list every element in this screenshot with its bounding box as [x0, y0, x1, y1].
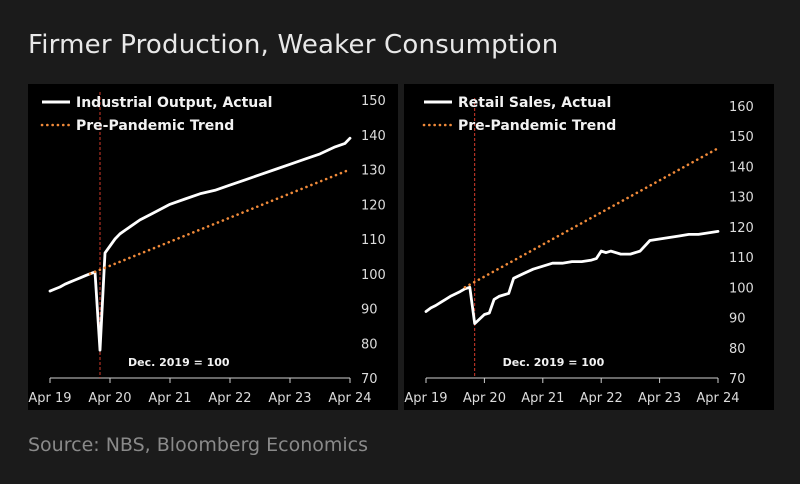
x-tick-label: Apr 22 — [208, 391, 251, 406]
legend-label-retail-sales-actual: Retail Sales, Actual — [458, 95, 611, 111]
x-tick-label: Apr 23 — [638, 391, 681, 406]
y-tick-label: 140 — [729, 160, 754, 175]
x-tick-label: Apr 20 — [463, 391, 506, 406]
y-tick-label: 90 — [361, 303, 378, 318]
chart-title: Firmer Production, Weaker Consumption — [28, 30, 559, 60]
baseline-annotation: Dec. 2019 = 100 — [128, 356, 230, 369]
series-line-industrial-output-actual — [48, 136, 352, 352]
y-tick-label: 150 — [361, 94, 386, 109]
y-tick-label: 160 — [729, 100, 754, 115]
x-tick-label: Apr 19 — [28, 391, 71, 406]
x-tick-label: Apr 24 — [328, 391, 371, 406]
legend-label-pre-pandemic-trend: Pre-Pandemic Trend — [76, 118, 234, 134]
industrial-output-panel: Apr 19 Apr 20 Apr 21 Apr 22 Apr 23 Apr 24 70 80… — [28, 84, 398, 410]
legend-label-pre-pandemic-trend: Pre-Pandemic Trend — [458, 118, 616, 134]
retail-sales-panel: Apr 19 Apr 20 Apr 21 Apr 22 Apr 23 Apr 24 70 80… — [404, 84, 774, 410]
y-tick-label: 130 — [361, 164, 386, 179]
legend-label-industrial-output-actual: Industrial Output, Actual — [76, 95, 273, 111]
y-tick-label: 80 — [361, 337, 378, 352]
x-tick-label: Apr 24 — [696, 391, 739, 406]
baseline-annotation: Dec. 2019 = 100 — [503, 356, 605, 369]
y-tick-label: 150 — [729, 130, 754, 145]
x-tick-label: Apr 20 — [88, 391, 131, 406]
x-tick-label: Apr 21 — [521, 391, 564, 406]
retail-sales-chart: Apr 19 Apr 20 Apr 21 Apr 22 Apr 23 Apr 24 70 80… — [404, 95, 754, 406]
y-tick-label: 110 — [361, 233, 386, 248]
source-note: Source: NBS, Bloomberg Economics — [28, 434, 369, 456]
x-tick-label: Apr 21 — [148, 391, 191, 406]
y-tick-label: 120 — [361, 198, 386, 213]
y-tick-label: 130 — [729, 191, 754, 206]
x-tick-label: Apr 22 — [580, 391, 623, 406]
y-tick-label: 90 — [729, 312, 746, 327]
industrial-output-chart: Apr 19 Apr 20 Apr 21 Apr 22 Apr 23 Apr 24 70 80… — [28, 92, 386, 406]
series-line-pre-pandemic-trend — [463, 147, 720, 289]
y-tick-label: 120 — [729, 221, 754, 236]
y-tick-label: 70 — [729, 372, 746, 387]
x-tick-label: Apr 23 — [268, 391, 311, 406]
x-tick-label: Apr 19 — [404, 391, 447, 406]
y-tick-label: 140 — [361, 129, 386, 144]
y-tick-label: 100 — [729, 281, 754, 296]
y-tick-label: 70 — [361, 372, 378, 387]
y-tick-label: 110 — [729, 251, 754, 266]
y-tick-label: 100 — [361, 268, 386, 283]
y-tick-label: 80 — [729, 342, 746, 357]
series-line-retail-sales-actual — [424, 229, 720, 326]
series-line-pre-pandemic-trend — [88, 168, 352, 276]
